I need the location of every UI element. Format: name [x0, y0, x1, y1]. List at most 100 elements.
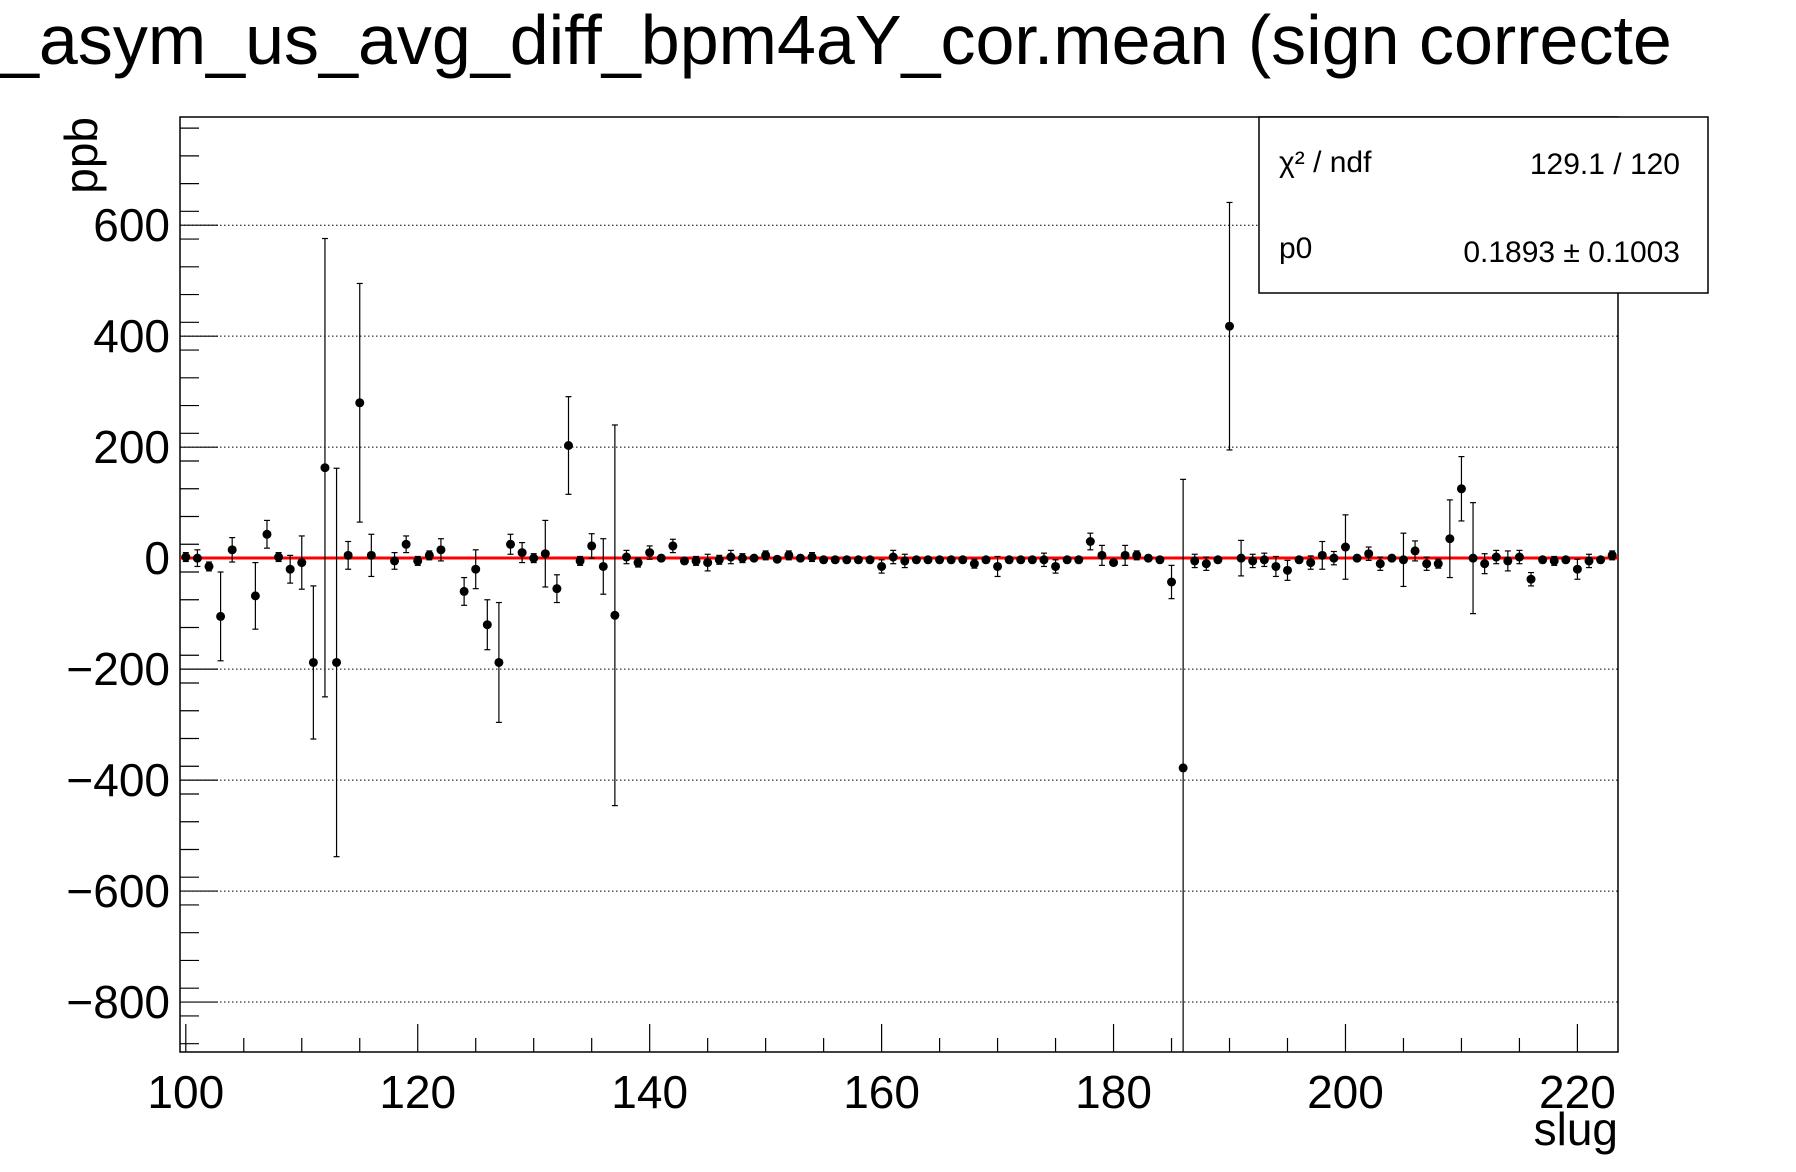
data-marker [1225, 321, 1235, 331]
data-point [656, 553, 666, 563]
data-marker [668, 541, 678, 551]
data-point [853, 555, 863, 565]
data-marker [1167, 577, 1177, 587]
data-point [355, 282, 365, 523]
data-point [320, 237, 330, 698]
data-marker [227, 545, 237, 555]
data-point [308, 585, 318, 740]
data-point [1155, 555, 1165, 565]
data-point [1143, 553, 1153, 563]
data-marker [1317, 550, 1327, 560]
data-point [633, 557, 643, 568]
y-axis-title: ppb [55, 117, 107, 194]
data-point [181, 551, 191, 563]
data-point [691, 555, 701, 566]
data-point [401, 535, 411, 554]
data-marker [935, 555, 945, 565]
x-tick-label: 200 [1307, 1066, 1384, 1118]
x-tick-label: 140 [611, 1066, 688, 1118]
data-marker [494, 657, 504, 667]
data-marker [192, 553, 202, 563]
data-point [900, 553, 910, 569]
data-point [1178, 478, 1188, 1052]
data-point [1016, 555, 1026, 565]
x-axis: 100 120 140 160 180 200 220 [147, 1024, 1616, 1118]
data-marker [1120, 550, 1130, 560]
plot-frame [179, 116, 1619, 1053]
y-tick-label: 0 [144, 532, 170, 584]
data-point [830, 555, 840, 565]
data-point [413, 555, 423, 566]
chart-title: _asym_us_avg_diff_bpm4aY_cor.mean (sign … [0, 1, 1672, 79]
data-points [181, 201, 1617, 1052]
data-marker [1259, 555, 1269, 565]
data-point [877, 559, 887, 574]
data-marker [645, 548, 655, 558]
data-point [1282, 559, 1292, 581]
data-point [552, 574, 562, 604]
y-tick-label: −400 [66, 754, 170, 806]
data-point [1561, 555, 1571, 565]
data-marker [1236, 553, 1246, 563]
data-marker [216, 611, 226, 621]
data-marker [1097, 550, 1107, 560]
data-point [679, 556, 689, 566]
y-tick-label: 200 [93, 421, 170, 473]
data-point [865, 555, 875, 565]
chi2-value: 129.1 / 120 [1530, 148, 1680, 181]
data-marker [459, 586, 469, 596]
data-marker [355, 398, 365, 408]
data-point [506, 533, 516, 555]
data-marker [958, 555, 968, 565]
data-point [262, 519, 272, 549]
data-marker [436, 545, 446, 555]
data-marker [1132, 550, 1142, 560]
data-point [1109, 558, 1119, 568]
data-marker [424, 550, 434, 560]
data-marker [1155, 555, 1165, 565]
data-marker [1480, 559, 1490, 569]
data-point [1572, 558, 1582, 580]
data-marker [1422, 559, 1432, 569]
data-point [1236, 539, 1246, 577]
data-marker [1491, 552, 1501, 562]
data-point [1306, 555, 1316, 570]
data-marker [749, 553, 759, 563]
data-point [1410, 540, 1420, 562]
x-tick-label: 220 [1539, 1066, 1616, 1118]
data-point [575, 555, 585, 566]
data-marker [1294, 555, 1304, 565]
data-marker [1352, 553, 1362, 563]
data-point [946, 555, 956, 565]
data-point [1027, 555, 1037, 565]
data-point [1433, 558, 1443, 569]
data-point [204, 561, 214, 572]
data-point [1004, 555, 1014, 565]
data-marker [575, 556, 585, 566]
data-marker [656, 553, 666, 563]
data-marker [181, 552, 191, 562]
data-point [494, 601, 504, 723]
data-marker [1248, 556, 1258, 566]
data-point [621, 549, 631, 565]
data-marker [911, 555, 921, 565]
data-point [227, 537, 237, 563]
data-point [587, 533, 597, 559]
data-marker [714, 555, 724, 565]
chi2-label: χ² / ndf [1279, 146, 1372, 179]
data-point [1596, 555, 1606, 565]
data-point [216, 571, 226, 662]
data-point [1201, 556, 1211, 571]
data-point [1364, 546, 1374, 561]
data-point [1085, 532, 1095, 551]
data-marker [517, 548, 527, 558]
data-point [529, 553, 539, 564]
data-point [1468, 502, 1478, 615]
data-marker [877, 561, 887, 571]
data-marker [308, 657, 318, 667]
data-point [1225, 201, 1235, 451]
data-marker [865, 555, 875, 565]
x-tick-label: 160 [843, 1066, 920, 1118]
data-point [1398, 532, 1408, 588]
data-point [390, 551, 400, 570]
